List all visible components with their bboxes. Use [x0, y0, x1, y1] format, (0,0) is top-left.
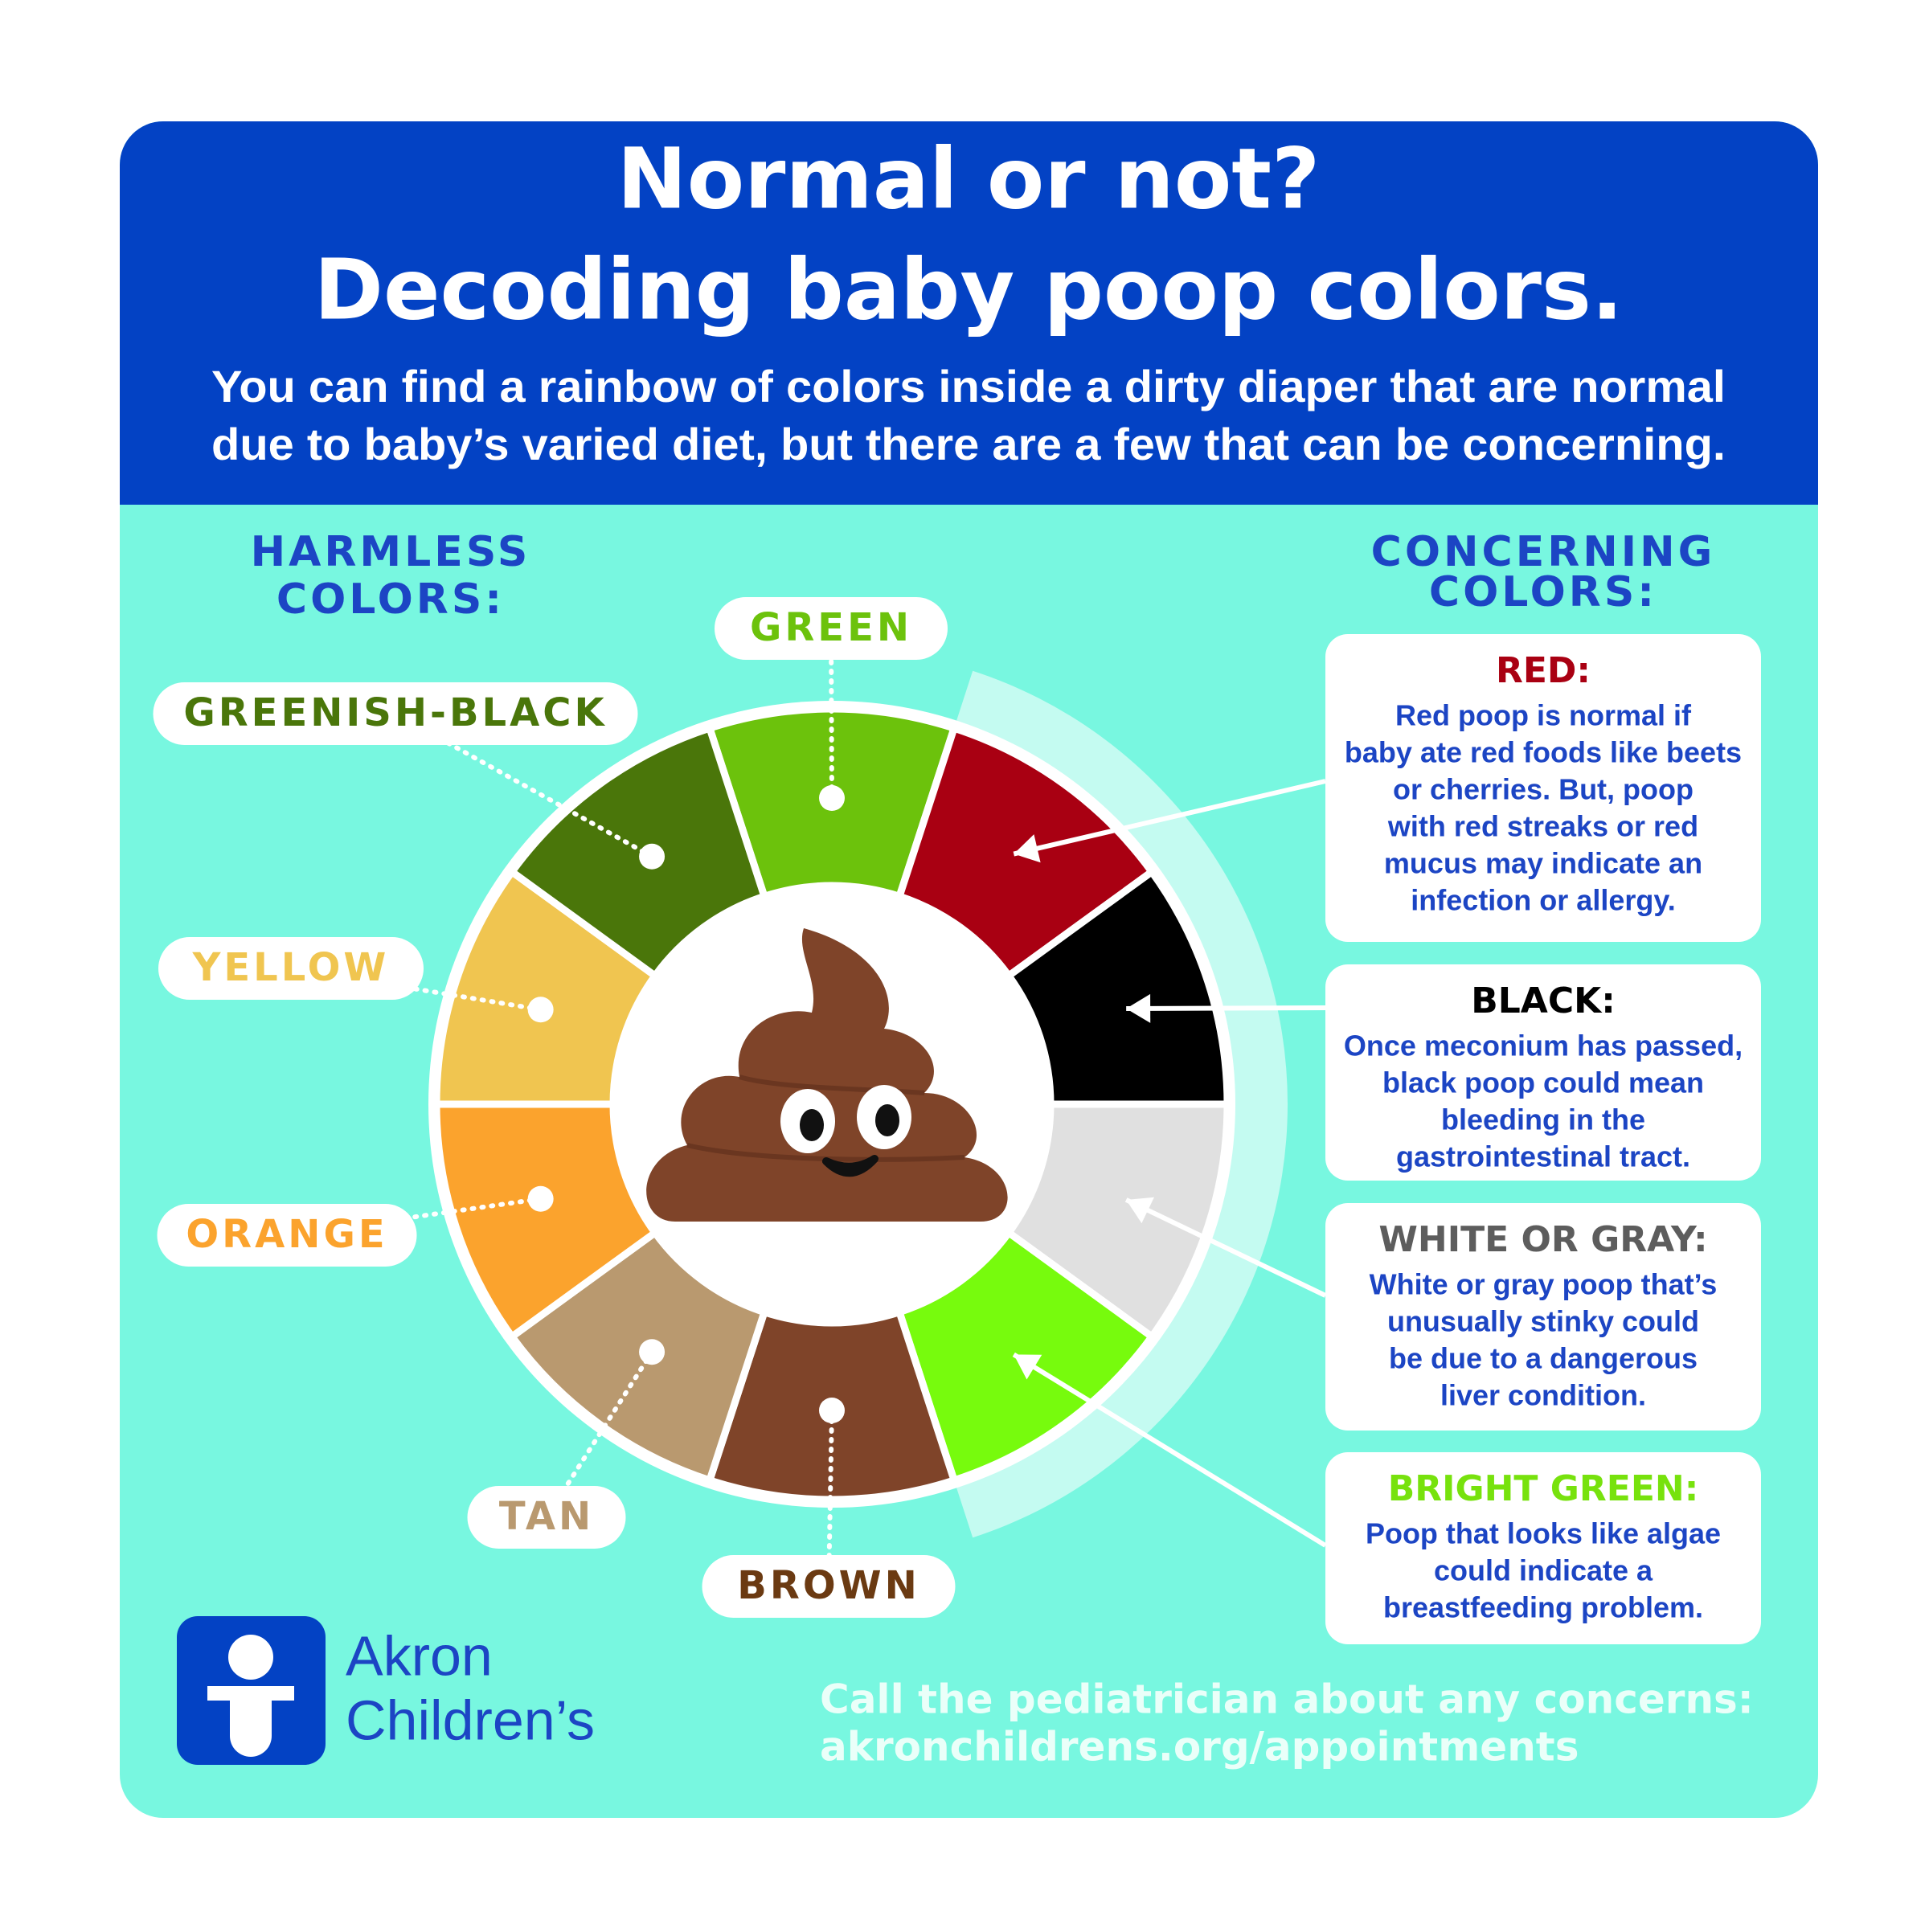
- dotted-leader: [829, 626, 834, 800]
- connectors: [285, 626, 1327, 1589]
- title-line: Normal or not?: [617, 129, 1321, 227]
- concern-text: Red poop is normal if: [1395, 699, 1692, 732]
- concern-box: [1325, 964, 1761, 1181]
- concern-text: mucus may indicate an: [1384, 847, 1702, 880]
- harmless-heading: HARMLESS: [251, 528, 531, 576]
- concern-text: Once meconium has passed,: [1344, 1029, 1743, 1062]
- concern-text: White or gray poop that’s: [1370, 1268, 1718, 1301]
- leader-dot: [639, 843, 666, 870]
- footer-line: akronchildrens.org/appointments: [820, 1724, 1579, 1770]
- label-pill: [153, 682, 638, 745]
- concern-text: unusually stinky could: [1387, 1305, 1699, 1338]
- concern-box: [1325, 1203, 1761, 1431]
- concern-text: gastrointestinal tract.: [1396, 1140, 1690, 1173]
- concern-title: RED:: [1496, 650, 1591, 691]
- concern-title: BLACK:: [1471, 980, 1616, 1021]
- subtitle-line: You can find a rainbow of colors inside …: [211, 361, 1726, 411]
- concern-title: WHITE OR GRAY:: [1378, 1219, 1707, 1260]
- concern-text: bleeding in the: [1441, 1103, 1645, 1136]
- arrow-head: [1126, 993, 1151, 1023]
- arrow-line: [1124, 1197, 1327, 1298]
- arrow-line: [1012, 1352, 1327, 1548]
- title-line: Decoding baby poop colors.: [314, 240, 1624, 338]
- leader-dot: [527, 997, 554, 1023]
- concern-title: BRIGHT GREEN:: [1388, 1468, 1699, 1509]
- color-label: BROWN: [737, 1563, 919, 1608]
- concern-box: [1325, 634, 1761, 942]
- leader-dot: [527, 1185, 554, 1212]
- header-band: [120, 121, 1818, 505]
- arrow-line: [1126, 1005, 1326, 1012]
- concerning-boxes: RED: Red poop is normal if baby ate red fo…: [1325, 634, 1761, 1644]
- arrow-head: [1126, 1197, 1154, 1224]
- label-pill: [702, 1555, 956, 1618]
- label-pill: [157, 1204, 417, 1267]
- concern-text: be due to a dangerous: [1389, 1342, 1698, 1375]
- concern-text: breastfeeding problem.: [1383, 1591, 1703, 1624]
- label-pill: [467, 1486, 626, 1549]
- harmless-labels: GREEN GREENISH-BLACK YELLOW ORANGE TAN BROWN: [153, 597, 956, 1618]
- concern-text: with red streaks or red: [1387, 810, 1698, 843]
- concern-text: Poop that looks like algae: [1366, 1517, 1721, 1550]
- leader-dot: [819, 785, 845, 811]
- concern-text: could indicate a: [1434, 1554, 1653, 1587]
- color-wheel: [428, 670, 1288, 1538]
- concern-text: black poop could mean: [1382, 1066, 1704, 1099]
- concern-text: or cherries. But, poop: [1393, 773, 1694, 806]
- arrow-head: [1014, 1354, 1042, 1380]
- leader-dot: [639, 1339, 666, 1365]
- color-label: TAN: [499, 1494, 594, 1539]
- arrow-head: [1014, 834, 1041, 863]
- concern-text: liver condition.: [1440, 1379, 1646, 1412]
- concerning-heading: COLORS:: [1429, 568, 1657, 616]
- logo-text: Akron: [346, 1624, 493, 1687]
- arrow-line: [1013, 779, 1326, 857]
- concern-text: infection or allergy.: [1411, 884, 1675, 917]
- concerning-heading: CONCERNING: [1371, 528, 1716, 576]
- logo: Akron Children’s: [177, 1616, 595, 1765]
- subtitle-line: due to baby’s varied diet, but there are…: [211, 419, 1726, 469]
- leader-dot: [819, 1398, 845, 1423]
- color-label: ORANGE: [186, 1212, 387, 1257]
- concern-box: [1325, 1452, 1761, 1644]
- concerning-band: [954, 670, 1288, 1538]
- concern-text: baby ate red foods like beets: [1345, 736, 1742, 769]
- color-label: GREENISH-BLACK: [183, 690, 607, 735]
- color-label: GREEN: [750, 605, 912, 650]
- poop-emoji: [646, 928, 1008, 1222]
- label-pill: [715, 597, 948, 660]
- color-label: YELLOW: [192, 945, 390, 990]
- footer-line: Call the pediatrician about any concerns…: [820, 1676, 1754, 1723]
- label-pill: [158, 937, 424, 1000]
- harmless-heading: COLORS:: [276, 575, 505, 624]
- wheel-segment: [506, 723, 769, 981]
- logo-text: Children’s: [346, 1688, 595, 1751]
